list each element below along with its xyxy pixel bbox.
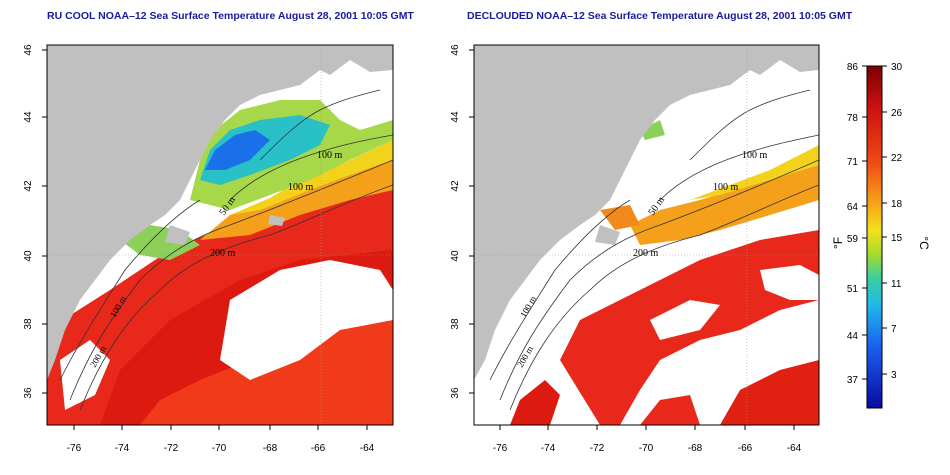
x-tick-label: -68 [263, 443, 278, 454]
x-tick-label: -66 [311, 443, 326, 454]
y-tick-label: 40 [23, 250, 34, 262]
y-tick-label: 40 [450, 250, 461, 262]
colorbar [866, 65, 883, 409]
contour-label: 100 m [288, 182, 314, 193]
x-tick-label: -74 [541, 443, 556, 454]
f-tick-label: 59 [847, 234, 859, 245]
x-tick-label: -72 [164, 443, 179, 454]
c-tick-label: 30 [891, 62, 903, 73]
x-tick-label: -70 [639, 443, 654, 454]
c-tick-label: 18 [891, 199, 903, 210]
contour-label: 100 m [713, 182, 739, 193]
f-tick-label: 71 [847, 157, 859, 168]
contour-label: 200 m [210, 248, 236, 259]
c-tick-label: 3 [891, 370, 897, 381]
f-tick-label: 64 [847, 202, 859, 213]
y-tick-label: 38 [23, 318, 34, 330]
x-tick-label: -72 [590, 443, 605, 454]
left-x-axis: -76 -74 -72 -70 -68 -66 -64 [67, 443, 375, 454]
y-tick-label: 36 [23, 387, 34, 399]
x-tick-label: -74 [115, 443, 130, 454]
left-y-axis: 46 44 42 40 38 36 [23, 44, 34, 399]
right-map-title: DECLOUDED NOAA–12 Sea Surface Temperatur… [467, 10, 853, 22]
c-tick-label: 15 [891, 233, 903, 244]
c-tick-label: 7 [891, 324, 897, 335]
right-map: 100 m 100 m 50 m 200 m 100 m 200 m [474, 45, 819, 425]
contour-label: 200 m [633, 248, 659, 259]
x-tick-label: -66 [738, 443, 753, 454]
contour-label: 100 m [742, 150, 768, 161]
x-tick-label: -68 [688, 443, 703, 454]
celsius-label: °C [917, 236, 931, 250]
x-tick-label: -70 [212, 443, 227, 454]
x-tick-label: -76 [67, 443, 82, 454]
f-tick-label: 44 [847, 331, 859, 342]
y-tick-label: 44 [23, 111, 34, 123]
y-tick-label: 36 [450, 387, 461, 399]
right-y-axis: 46 44 42 40 38 36 [450, 44, 461, 399]
x-tick-label: -64 [787, 443, 802, 454]
c-tick-label: 26 [891, 108, 903, 119]
y-tick-label: 44 [450, 111, 461, 123]
f-tick-label: 51 [847, 284, 859, 295]
y-tick-label: 46 [23, 44, 34, 56]
right-x-axis: -76 -74 -72 -70 -68 -66 -64 [493, 443, 802, 454]
left-map-frame [46, 44, 394, 426]
f-tick-label: 37 [847, 375, 859, 386]
x-tick-label: -76 [493, 443, 508, 454]
y-tick-label: 42 [23, 180, 34, 192]
fahrenheit-label: °F [831, 237, 845, 249]
f-tick-label: 86 [847, 62, 859, 73]
contour-label: 100 m [317, 150, 343, 161]
colorbar-c-ticks: 30 26 22 18 15 11 7 3 [891, 62, 903, 381]
y-tick-label: 42 [450, 180, 461, 192]
left-map: 100 m 100 m 50 m 200 m 100 m 200 m [47, 45, 393, 425]
y-tick-label: 38 [450, 318, 461, 330]
left-map-title: RU COOL NOAA–12 Sea Surface Temperature … [47, 10, 414, 22]
c-tick-label: 22 [891, 153, 903, 164]
y-tick-label: 46 [450, 44, 461, 56]
x-tick-label: -64 [360, 443, 375, 454]
f-tick-label: 78 [847, 113, 859, 124]
colorbar-f-ticks: 86 78 71 64 59 51 44 37 [847, 62, 859, 386]
c-tick-label: 11 [891, 279, 902, 290]
